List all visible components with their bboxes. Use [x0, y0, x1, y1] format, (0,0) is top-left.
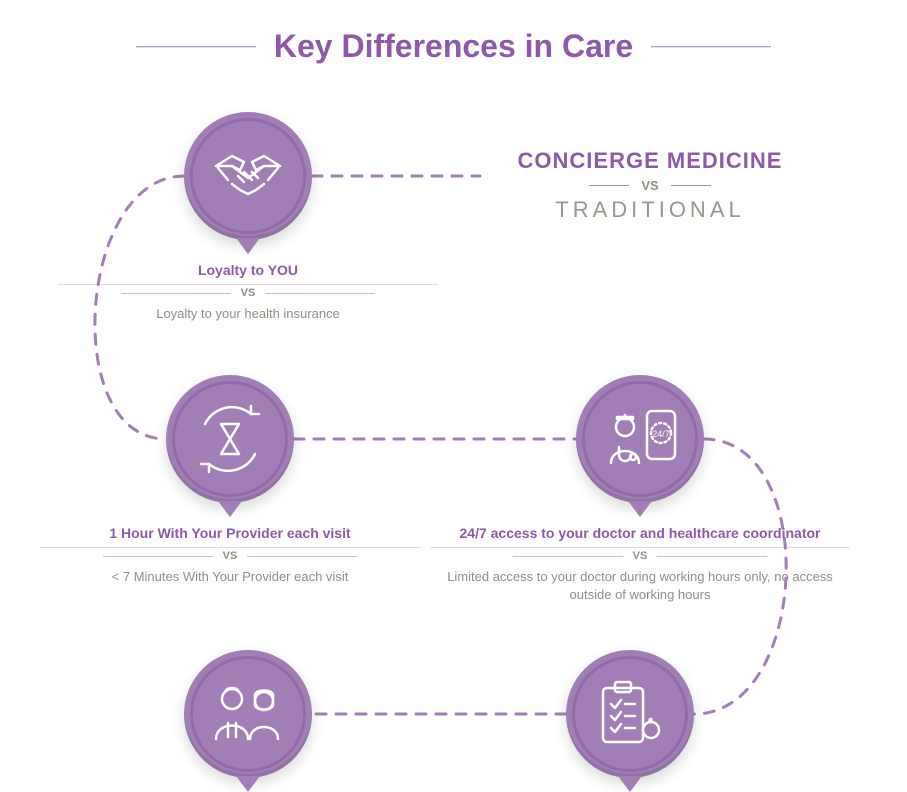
- rule: [671, 185, 711, 186]
- rule: [657, 556, 767, 557]
- comparison-header: CONCIERGE MEDICINE VS TRADITIONAL: [470, 148, 830, 223]
- node-circle: [184, 112, 312, 240]
- rule: [265, 293, 375, 294]
- node-circle: 24/7: [576, 375, 704, 503]
- info-node-people: [58, 650, 438, 778]
- info-node-access: 24/7 24/7 access to your doctor and heal…: [430, 375, 850, 603]
- rule: [247, 556, 357, 557]
- comparison-header-b: TRADITIONAL: [470, 197, 830, 223]
- node-primary-text: Loyalty to YOU: [58, 262, 438, 285]
- node-vs-row: VS: [58, 287, 438, 299]
- info-node-time: 1 Hour With Your Provider each visit VS …: [40, 375, 420, 586]
- node-secondary-text: Loyalty to your health insurance: [58, 303, 438, 323]
- node-vs-label: VS: [633, 550, 648, 562]
- node-secondary-text: < 7 Minutes With Your Provider each visi…: [40, 566, 420, 586]
- node-primary-text: 1 Hour With Your Provider each visit: [40, 525, 420, 548]
- node-primary-text: 24/7 access to your doctor and healthcar…: [430, 525, 850, 548]
- rule: [513, 556, 623, 557]
- info-node-loyalty: Loyalty to YOU VS Loyalty to your health…: [58, 112, 438, 323]
- info-node-clipboard: [440, 650, 820, 778]
- node-vs-row: VS: [40, 550, 420, 562]
- rule: [121, 293, 231, 294]
- title-rule-left: [136, 46, 256, 48]
- rule: [103, 556, 213, 557]
- node-vs-row: VS: [430, 550, 850, 562]
- node-circle: [566, 650, 694, 778]
- node-secondary-text: Limited access to your doctor during wor…: [430, 566, 850, 603]
- node-vs-label: VS: [223, 550, 238, 562]
- page-title: Key Differences in Care: [274, 28, 633, 65]
- rule: [589, 185, 629, 186]
- comparison-header-vs-row: VS: [470, 178, 830, 193]
- comparison-header-a: CONCIERGE MEDICINE: [470, 148, 830, 174]
- node-circle: [184, 650, 312, 778]
- title-rule-right: [651, 46, 771, 48]
- title-row: Key Differences in Care: [0, 0, 907, 65]
- comparison-header-vs: VS: [641, 178, 658, 193]
- node-vs-label: VS: [241, 287, 256, 299]
- node-circle: [166, 375, 294, 503]
